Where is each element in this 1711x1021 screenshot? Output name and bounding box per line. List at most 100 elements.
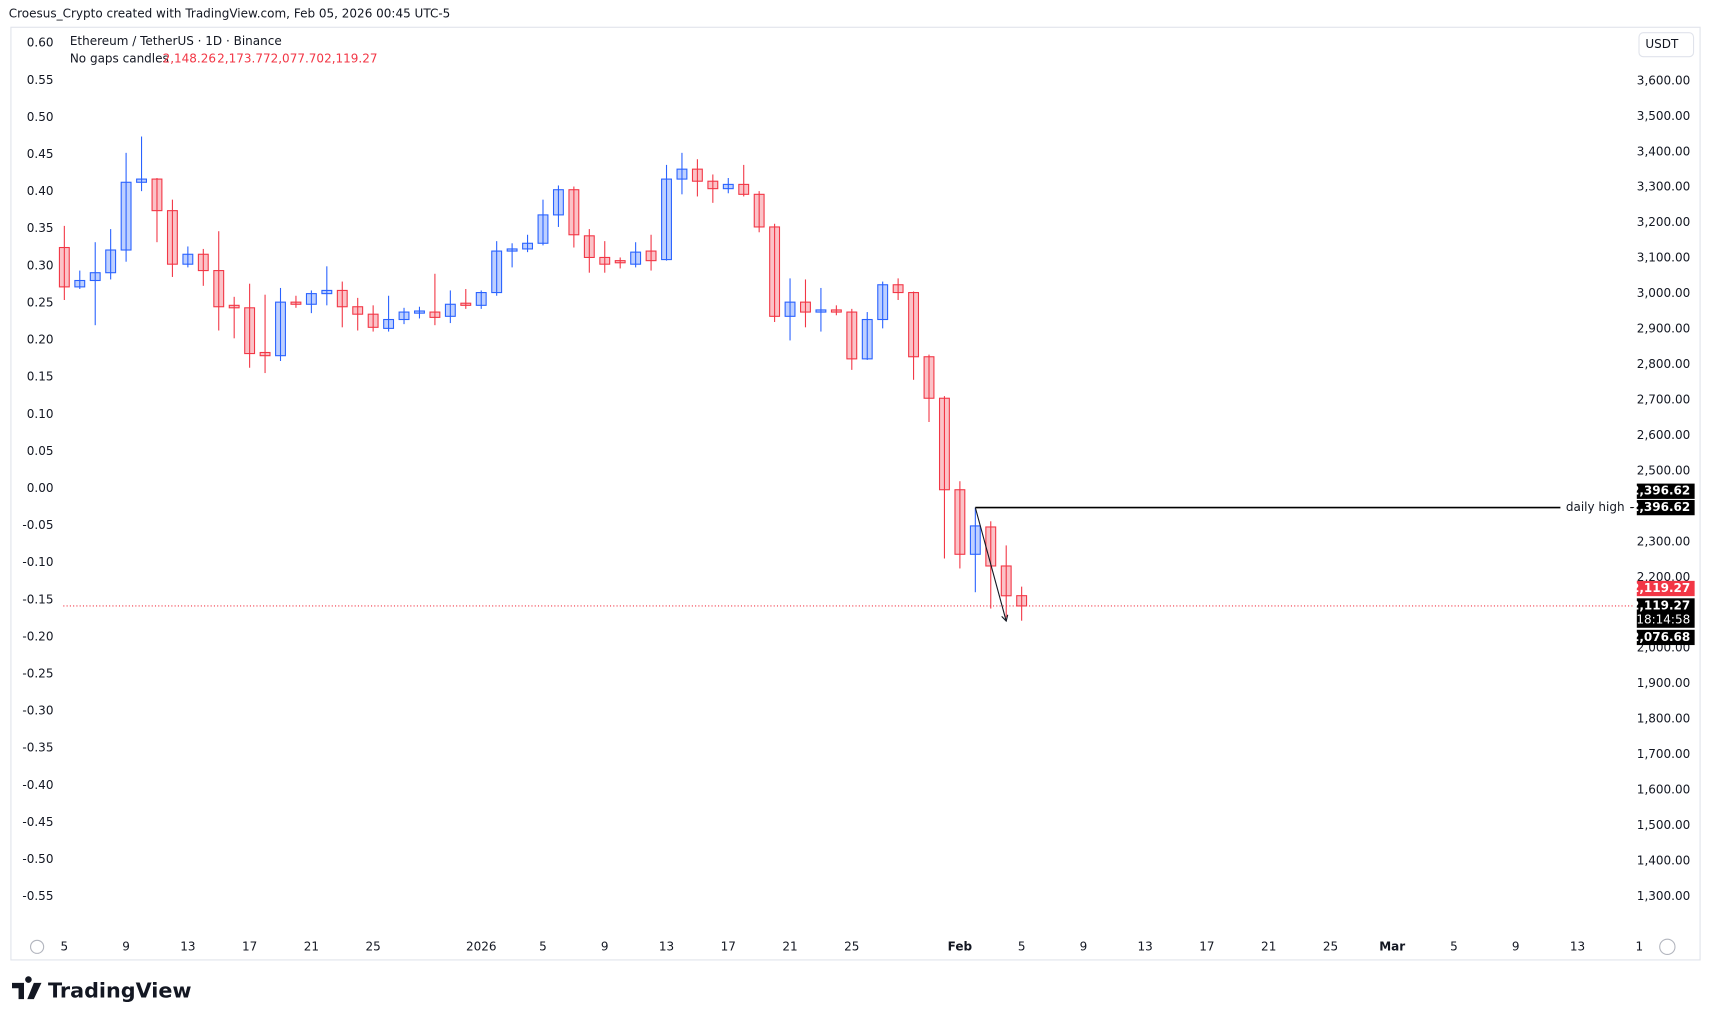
legend-value: 2,119.27 bbox=[324, 51, 377, 65]
candle-body bbox=[244, 307, 256, 355]
y2-tick-label: 0.20 bbox=[27, 333, 54, 347]
candle-body bbox=[908, 292, 920, 358]
x-tick-label: 5 bbox=[1018, 939, 1026, 953]
y-tick-label: 3,200.00 bbox=[1637, 215, 1690, 229]
x-tick-label: 21 bbox=[304, 939, 319, 953]
candle-body bbox=[475, 292, 487, 306]
y2-tick-label: -0.55 bbox=[22, 889, 53, 903]
candle-body bbox=[89, 272, 101, 282]
candle-body bbox=[938, 397, 950, 491]
candle-body bbox=[136, 178, 147, 183]
y-tick-label: 1,300.00 bbox=[1637, 889, 1690, 903]
auto-scale-button[interactable] bbox=[1659, 938, 1676, 956]
x-tick-label: Feb bbox=[948, 939, 973, 953]
candle-body bbox=[645, 250, 657, 262]
y-tick-label: 3,400.00 bbox=[1637, 144, 1690, 158]
y-tick-label: 3,600.00 bbox=[1637, 73, 1690, 87]
y-tick-label: 1,600.00 bbox=[1637, 783, 1690, 797]
candle-body bbox=[290, 301, 302, 305]
y-tick-label: 2,500.00 bbox=[1637, 463, 1690, 477]
y-tick-label: 1,400.00 bbox=[1637, 854, 1690, 868]
y-tick-label: 2,300.00 bbox=[1637, 534, 1690, 548]
candle-body bbox=[352, 306, 364, 315]
y-tick-label: 1,800.00 bbox=[1637, 712, 1690, 726]
y2-tick-label: -0.10 bbox=[22, 555, 53, 569]
candle-body bbox=[583, 235, 595, 258]
y-tick-label: 3,300.00 bbox=[1637, 180, 1690, 194]
candle-body bbox=[522, 242, 534, 250]
y2-tick-label: 0.35 bbox=[27, 221, 54, 235]
x-tick-label: 5 bbox=[539, 939, 547, 953]
x-tick-label: 5 bbox=[61, 939, 69, 953]
legend-value: 2,148.26 bbox=[163, 51, 216, 65]
x-tick-label: 17 bbox=[242, 939, 257, 953]
legend-value: 2,077.70 bbox=[271, 51, 324, 65]
candle-body bbox=[815, 309, 827, 313]
candle-body bbox=[460, 302, 472, 306]
candle-body bbox=[367, 313, 379, 328]
candle-body bbox=[398, 311, 410, 321]
candle-body bbox=[1000, 565, 1012, 597]
chart-title: Ethereum / TetherUS · 1D · Binance bbox=[70, 34, 282, 48]
y2-tick-label: 0.60 bbox=[27, 36, 54, 50]
currency-box[interactable] bbox=[1638, 32, 1695, 58]
currency[interactable]: USDT bbox=[1645, 37, 1679, 51]
candle-body bbox=[614, 260, 626, 264]
x-tick-label: 13 bbox=[1570, 939, 1585, 953]
y2-tick-label: 0.10 bbox=[27, 407, 54, 421]
tradingview-logo: TradingView bbox=[12, 976, 192, 1003]
x-tick-label: 9 bbox=[1512, 939, 1520, 953]
chart-frame bbox=[10, 26, 1701, 961]
y2-tick-label: -0.45 bbox=[22, 815, 53, 829]
y2-tick-label: 0.55 bbox=[27, 73, 54, 87]
daily-high-label: daily high bbox=[1566, 500, 1625, 514]
candle-body bbox=[954, 489, 966, 555]
y-tick-label: 1,700.00 bbox=[1637, 747, 1690, 761]
y-tick-label: 3,500.00 bbox=[1637, 109, 1690, 123]
x-tick-label: 17 bbox=[721, 939, 736, 953]
y2-tick-label: 0.25 bbox=[27, 295, 54, 309]
x-tick-label: 21 bbox=[1261, 939, 1276, 953]
footer: TradingView bbox=[48, 979, 192, 1003]
candle-body bbox=[599, 256, 611, 265]
candle-body bbox=[568, 189, 580, 236]
candle-body bbox=[305, 293, 317, 305]
x-tick-label: 25 bbox=[844, 939, 859, 953]
x-tick-label: 1 bbox=[1635, 939, 1643, 953]
candle-body bbox=[722, 183, 734, 190]
price-label: 2,076.68 bbox=[1631, 630, 1690, 644]
candle-body bbox=[552, 189, 564, 216]
candle-body bbox=[985, 526, 997, 567]
candle-body bbox=[769, 226, 781, 317]
candle-body bbox=[630, 251, 642, 265]
x-tick-label: 25 bbox=[366, 939, 381, 953]
candle-body bbox=[414, 310, 425, 314]
price-label-box bbox=[1636, 629, 1695, 646]
candle-body bbox=[228, 304, 240, 309]
candle-body bbox=[275, 301, 286, 357]
candle-body bbox=[105, 249, 117, 274]
price-label: 2,396.62 bbox=[1631, 500, 1690, 514]
axis-button[interactable] bbox=[30, 939, 45, 954]
candle-body bbox=[753, 193, 765, 228]
candles bbox=[58, 136, 1028, 621]
candle-body bbox=[197, 253, 209, 272]
candle-body bbox=[800, 301, 811, 313]
candle-body bbox=[861, 318, 873, 360]
countdown: 18:14:58 bbox=[1636, 613, 1690, 627]
y2-tick-label: -0.50 bbox=[22, 852, 53, 866]
candle-body bbox=[182, 253, 194, 265]
y-tick-label: 2,800.00 bbox=[1637, 357, 1690, 371]
y2-tick-label: -0.35 bbox=[22, 741, 53, 755]
x-tick-label: 9 bbox=[1080, 939, 1088, 953]
y-tick-label: 3,000.00 bbox=[1637, 286, 1690, 300]
candle-body bbox=[429, 311, 441, 318]
y-tick-label: 1,500.00 bbox=[1637, 818, 1690, 832]
y-tick-label: 2,700.00 bbox=[1637, 393, 1690, 407]
x-tick-label: 5 bbox=[1450, 939, 1458, 953]
candle-body bbox=[707, 180, 719, 190]
y2-tick-label: 0.15 bbox=[27, 370, 54, 384]
x-tick-label: 13 bbox=[1138, 939, 1153, 953]
candle-body bbox=[491, 250, 503, 294]
